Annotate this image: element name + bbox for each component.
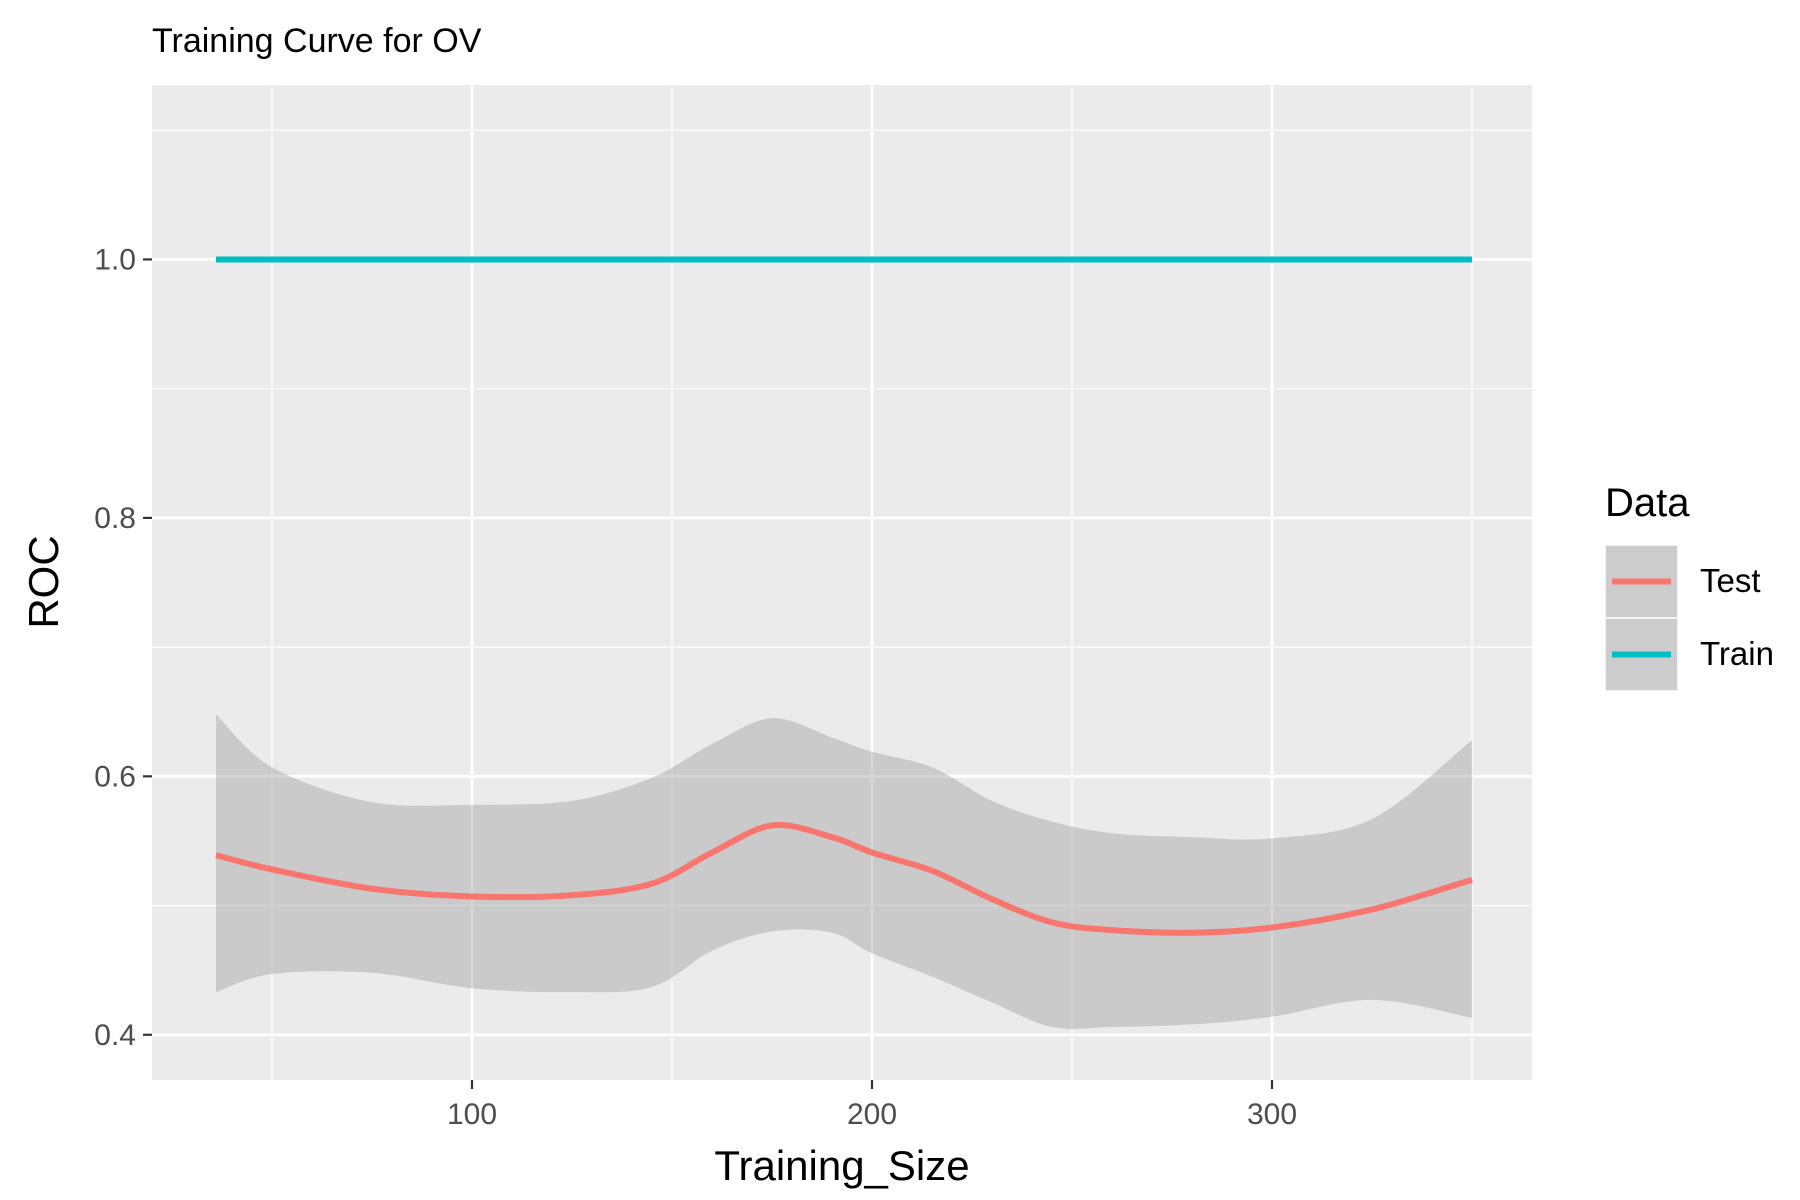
legend-title: Data (1605, 481, 1690, 525)
series-lines (215, 256, 1473, 936)
y-axis: 0.4 0.6 0.8 1.0 (94, 243, 152, 1052)
x-axis-title: Training_Size (714, 1142, 969, 1189)
series-line-test (215, 822, 1473, 936)
legend: Data Test Train (1604, 481, 1774, 692)
y-tick-label: 0.6 (94, 760, 136, 793)
x-tick-label: 100 (447, 1098, 497, 1131)
y-tick-label: 1.0 (94, 243, 136, 276)
legend-label-train: Train (1700, 635, 1774, 672)
x-axis: 100 200 300 (447, 1080, 1297, 1131)
confidence-band-test (216, 714, 1472, 1029)
legend-items: Test Train (1604, 544, 1774, 692)
x-tick-label: 200 (847, 1098, 897, 1131)
legend-label-test: Test (1700, 562, 1761, 599)
plot-panel (152, 85, 1532, 1080)
y-tick-label: 0.8 (94, 502, 136, 535)
x-tick-label: 300 (1247, 1098, 1297, 1131)
minor-grid (152, 85, 1532, 1080)
y-axis-title: ROC (20, 535, 67, 628)
y-tick-label: 0.4 (94, 1019, 136, 1052)
confidence-bands (216, 714, 1472, 1029)
chart-title: Training Curve for OV (152, 22, 482, 60)
